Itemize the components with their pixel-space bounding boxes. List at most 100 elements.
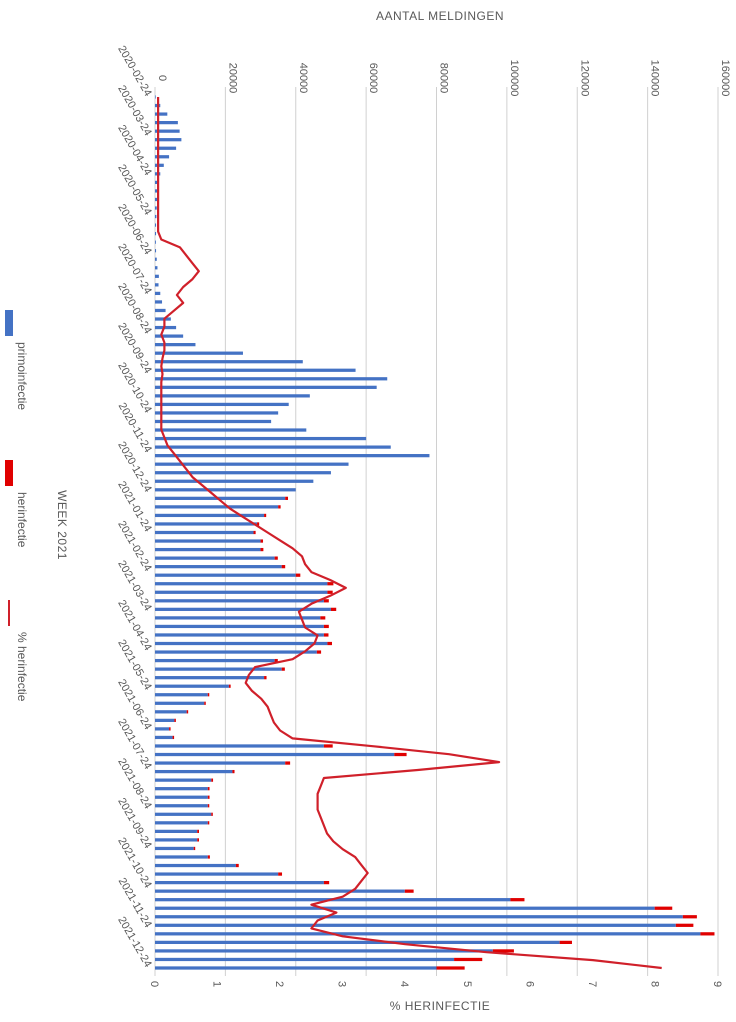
bottom-tick-group: 9 bbox=[711, 981, 723, 987]
bar-primoinfectie bbox=[155, 838, 198, 842]
legend-label-group: primoinfectie bbox=[15, 342, 29, 410]
bar-herinfectie bbox=[323, 744, 333, 748]
bar-primoinfectie bbox=[155, 693, 208, 697]
bar-herinfectie bbox=[682, 915, 697, 919]
top-tick-label: 120000 bbox=[578, 60, 590, 97]
bar-herinfectie bbox=[211, 812, 213, 816]
top-tick-label: 20000 bbox=[226, 63, 238, 94]
bar-primoinfectie bbox=[155, 522, 258, 526]
legend-label: primoinfectie bbox=[15, 342, 29, 410]
legend-label-group: herinfectie bbox=[15, 492, 29, 548]
top-tick-label: 60000 bbox=[367, 63, 379, 94]
bar-primoinfectie bbox=[155, 402, 289, 407]
bar-primoinfectie bbox=[155, 385, 377, 389]
bar-herinfectie bbox=[559, 940, 572, 945]
bar-herinfectie bbox=[327, 590, 333, 594]
bar-primoinfectie bbox=[155, 155, 170, 159]
bar-primoinfectie bbox=[155, 454, 430, 458]
bar-primoinfectie bbox=[155, 325, 177, 330]
bar-herinfectie bbox=[394, 752, 407, 757]
bar-primoinfectie bbox=[155, 112, 168, 116]
bar-primoinfectie bbox=[155, 940, 560, 945]
bar-herinfectie bbox=[197, 829, 199, 833]
bottom-tick-label: 6 bbox=[523, 981, 535, 987]
bar-herinfectie bbox=[232, 769, 235, 774]
bar-primoinfectie bbox=[155, 966, 437, 970]
bottom-tick-label: 9 bbox=[711, 981, 723, 987]
bar-herinfectie bbox=[228, 684, 231, 688]
bar-primoinfectie bbox=[155, 590, 328, 594]
bar-primoinfectie bbox=[155, 582, 328, 586]
bar-primoinfectie bbox=[155, 880, 324, 885]
bar-primoinfectie bbox=[155, 163, 164, 167]
bar-herinfectie bbox=[197, 838, 199, 842]
bottom-tick-label: 3 bbox=[336, 981, 348, 987]
bottom-axis-title: % HERINFECTIE bbox=[390, 999, 491, 1013]
bar-primoinfectie bbox=[155, 377, 388, 381]
legend-swatch bbox=[5, 310, 13, 336]
bar-primoinfectie bbox=[155, 616, 321, 620]
bar-primoinfectie bbox=[155, 565, 282, 569]
bar-primoinfectie bbox=[155, 189, 158, 193]
top-tick-group: 0 bbox=[156, 75, 168, 81]
bar-primoinfectie bbox=[155, 291, 161, 296]
bar-primoinfectie bbox=[155, 120, 178, 125]
bar-primoinfectie bbox=[155, 761, 286, 765]
bar-primoinfectie bbox=[155, 667, 282, 671]
bar-primoinfectie bbox=[155, 932, 701, 936]
bottom-tick-label: 1 bbox=[211, 981, 223, 987]
legend-label: % herinfectie bbox=[15, 632, 29, 702]
bar-primoinfectie bbox=[155, 351, 243, 355]
bar-herinfectie bbox=[510, 898, 525, 902]
bar-herinfectie bbox=[281, 565, 286, 569]
bar-herinfectie bbox=[281, 667, 285, 671]
bar-herinfectie bbox=[295, 573, 301, 577]
bar-primoinfectie bbox=[155, 249, 157, 253]
bottom-tick-group: 3 bbox=[336, 981, 348, 987]
bar-herinfectie bbox=[264, 513, 267, 518]
bottom-tick-group: 5 bbox=[461, 981, 473, 987]
bar-primoinfectie bbox=[155, 778, 212, 782]
bottom-tick-label: 0 bbox=[148, 981, 160, 987]
bar-herinfectie bbox=[436, 966, 465, 970]
bar-primoinfectie bbox=[155, 368, 356, 372]
bottom-tick-group: 1 bbox=[211, 981, 223, 987]
bar-primoinfectie bbox=[155, 436, 367, 441]
bar-primoinfectie bbox=[155, 735, 173, 740]
bar-herinfectie bbox=[327, 641, 332, 646]
bar-primoinfectie bbox=[155, 214, 157, 219]
bar-primoinfectie bbox=[155, 787, 208, 791]
bar-primoinfectie bbox=[155, 949, 493, 953]
bar-herinfectie bbox=[174, 718, 176, 722]
bar-herinfectie bbox=[454, 957, 483, 962]
bar-herinfectie bbox=[330, 607, 337, 611]
bar-primoinfectie bbox=[155, 129, 180, 133]
bar-primoinfectie bbox=[155, 300, 163, 304]
bar-primoinfectie bbox=[155, 505, 279, 509]
bar-primoinfectie bbox=[155, 360, 303, 364]
bar-primoinfectie bbox=[155, 863, 236, 868]
legend-swatch bbox=[5, 460, 13, 486]
bar-primoinfectie bbox=[155, 547, 261, 552]
bar-primoinfectie bbox=[155, 394, 310, 398]
bar-primoinfectie bbox=[155, 624, 324, 629]
bar-herinfectie bbox=[207, 787, 210, 791]
bar-primoinfectie bbox=[155, 266, 158, 270]
top-tick-group: 160000 bbox=[719, 60, 731, 97]
bar-herinfectie bbox=[260, 547, 264, 552]
top-tick-label: 80000 bbox=[438, 63, 450, 94]
top-tick-group: 20000 bbox=[226, 63, 238, 94]
bar-primoinfectie bbox=[155, 855, 208, 859]
bar-herinfectie bbox=[323, 633, 329, 637]
bar-primoinfectie bbox=[155, 727, 170, 731]
top-tick-group: 80000 bbox=[438, 63, 450, 94]
top-tick-label: 0 bbox=[156, 75, 168, 81]
bar-primoinfectie bbox=[155, 846, 194, 851]
bar-herinfectie bbox=[323, 624, 329, 629]
bar-primoinfectie bbox=[155, 658, 275, 663]
bottom-tick-label: 7 bbox=[586, 981, 598, 987]
bar-primoinfectie bbox=[155, 633, 324, 637]
bar-primoinfectie bbox=[155, 684, 229, 688]
bar-primoinfectie bbox=[155, 180, 159, 185]
top-tick-group: 140000 bbox=[649, 60, 661, 97]
